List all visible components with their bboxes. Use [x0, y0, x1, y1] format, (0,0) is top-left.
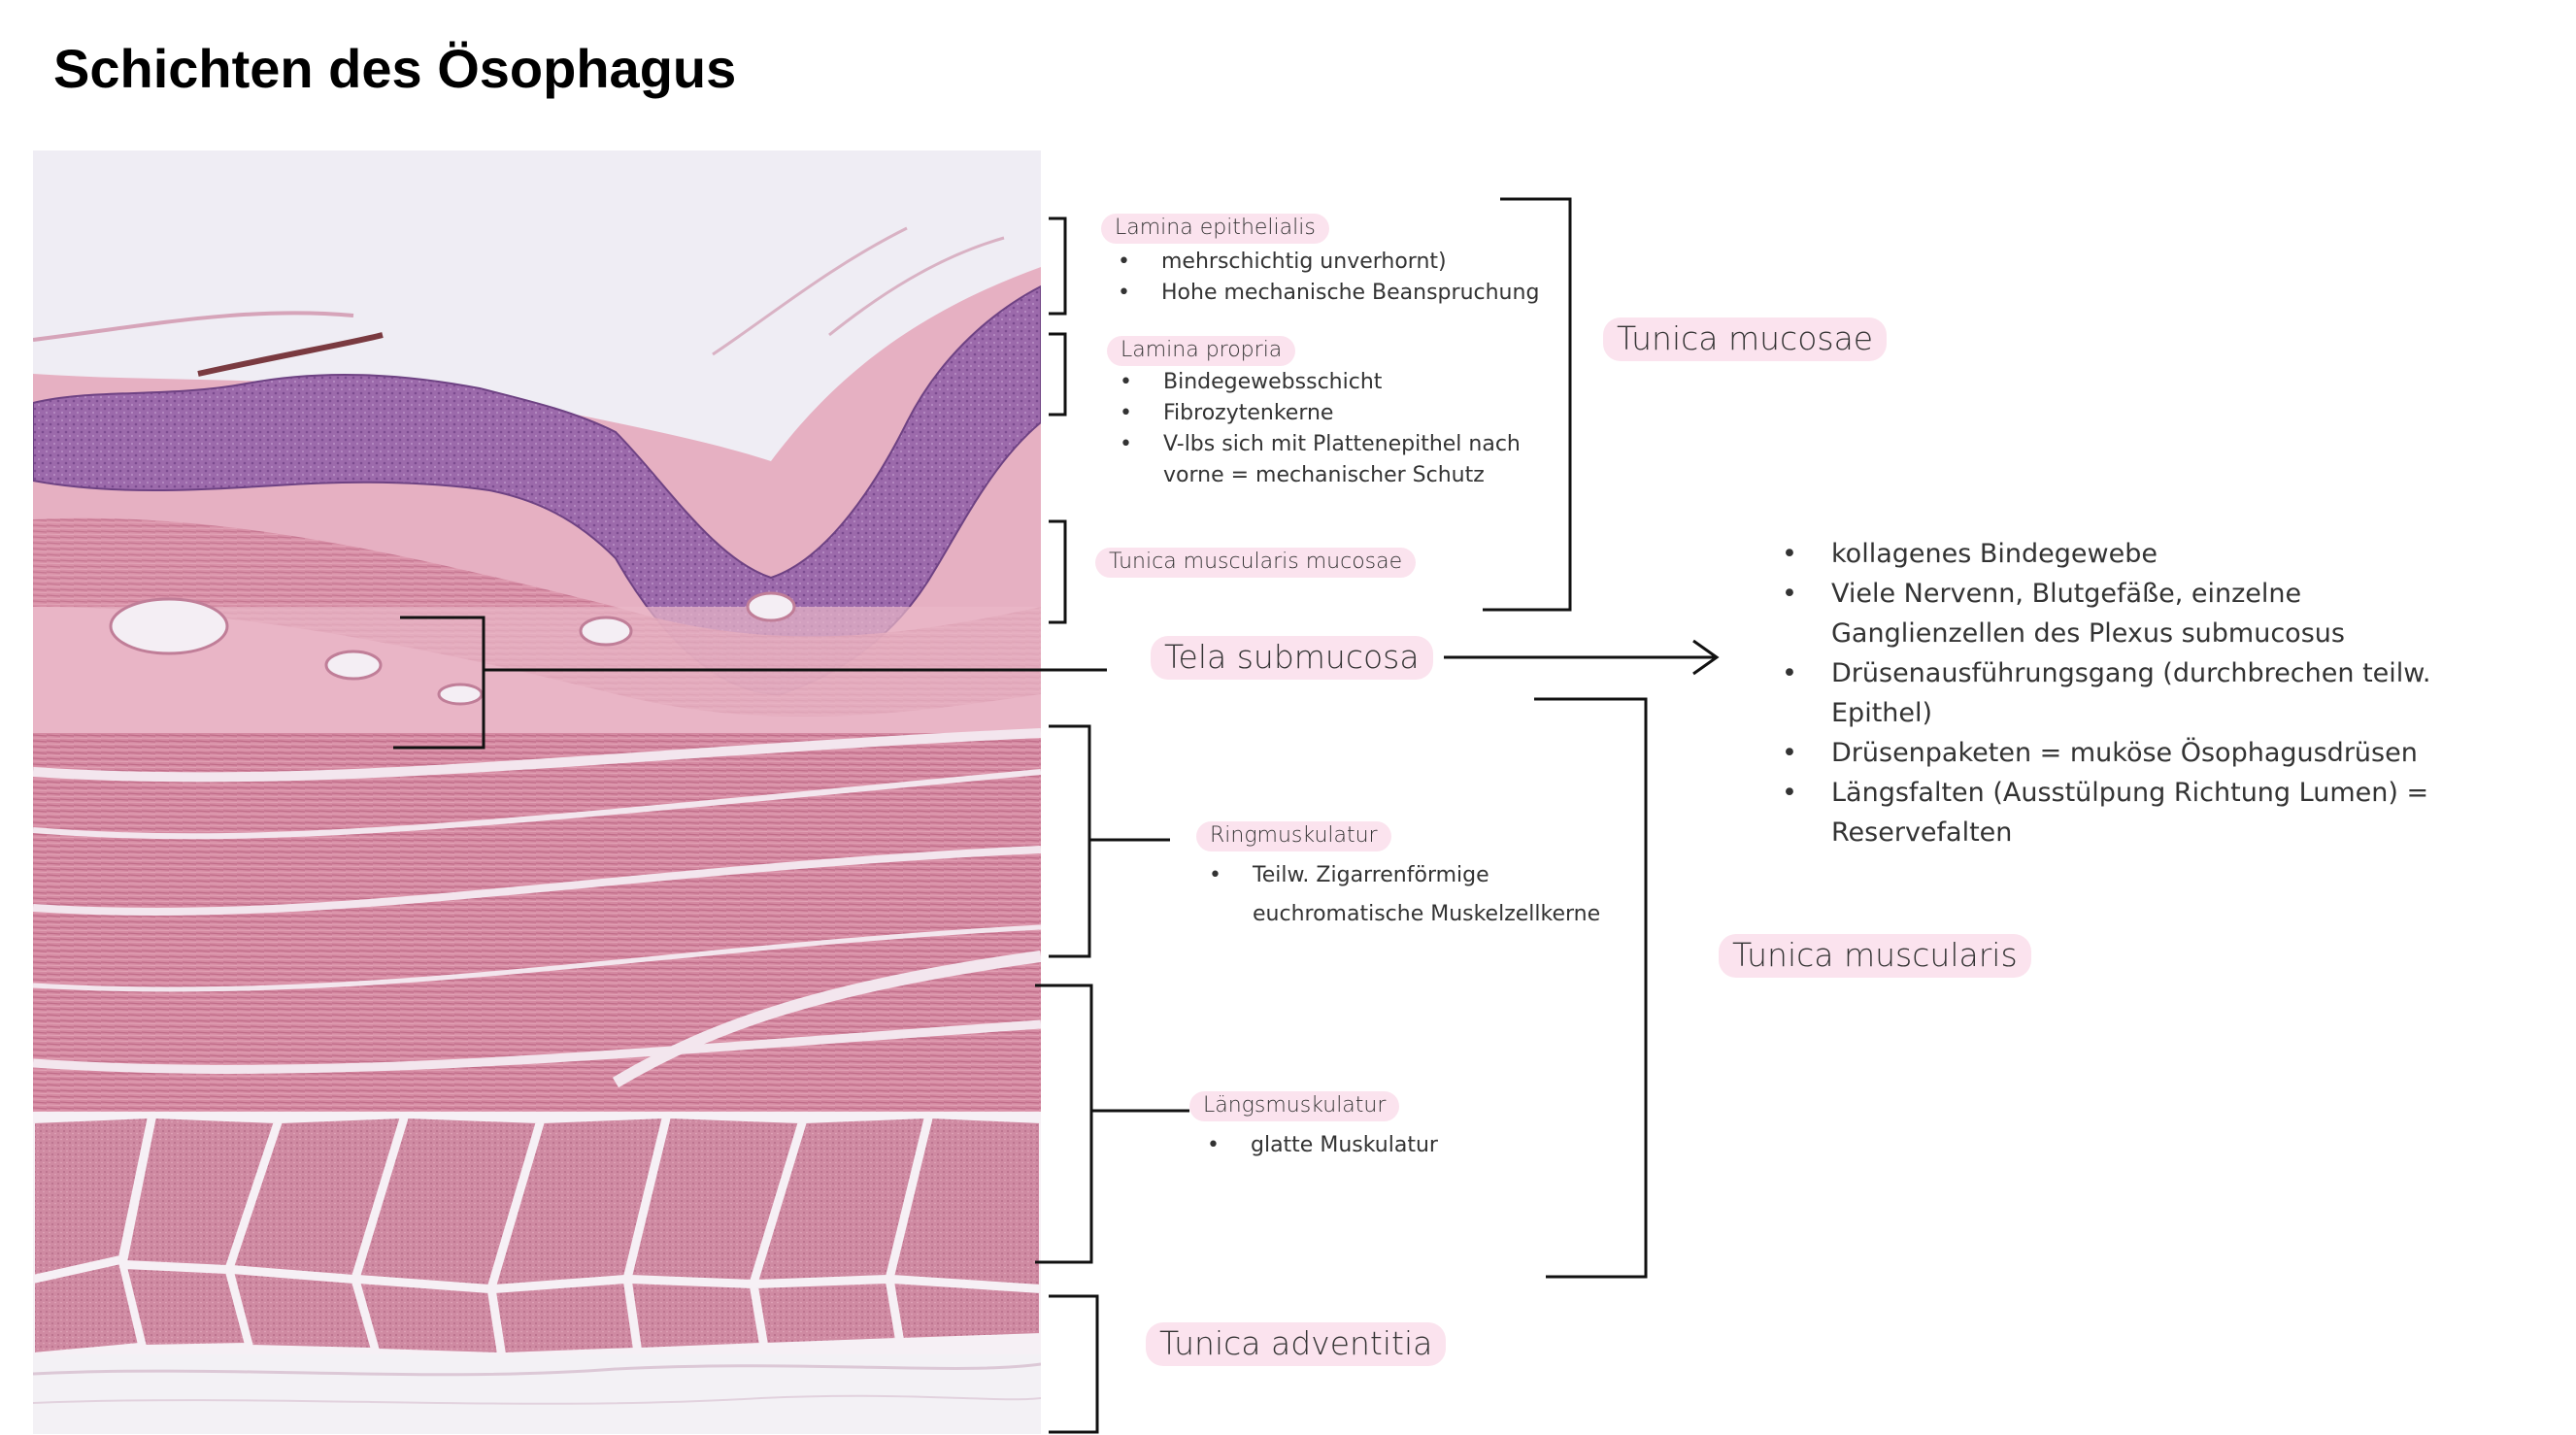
list-item: glatte Muskulatur	[1204, 1130, 1438, 1161]
micrograph-image	[33, 150, 1041, 1434]
list-item: Längsfalten (Ausstülpung Richtung Lumen)…	[1779, 773, 2459, 852]
tela-submucosa-list: kollagenes Bindegewebe Viele Nervenn, Bl…	[1779, 534, 2459, 852]
ringmuskulatur-list: Teilw. Zigarrenförmige euchromatische Mu…	[1206, 856, 1633, 934]
tunica-muscularis-label: Tunica muscularis	[1719, 934, 2031, 978]
lamina-propria-list: Bindegewebsschicht Fibrozytenkerne V-lbs…	[1117, 367, 1573, 491]
list-item: Bindegewebsschicht	[1117, 367, 1573, 398]
list-item: mehrschichtig unverhornt)	[1115, 247, 1539, 278]
tunica-adventitia-label: Tunica adventitia	[1146, 1322, 1447, 1366]
tunica-muscularis-mucosae-label: Tunica muscularis mucosae	[1095, 548, 1417, 578]
tunica-mucosae-label: Tunica mucosae	[1603, 317, 1888, 361]
laengsmuskulatur-list: glatte Muskulatur	[1204, 1130, 1438, 1161]
list-item: Fibrozytenkerne	[1117, 398, 1573, 429]
lamina-propria-label: Lamina propria	[1107, 336, 1296, 366]
page-title: Schichten des Ösophagus	[53, 38, 737, 99]
list-item: Hohe mechanische Beanspruchung	[1115, 278, 1539, 309]
list-item: V-lbs sich mit Plattenepithel nach vorne…	[1117, 429, 1573, 491]
list-item: kollagenes Bindegewebe	[1779, 534, 2459, 574]
ringmuskulatur-label: Ringmuskulatur	[1196, 821, 1391, 851]
list-item: Teilw. Zigarrenförmige euchromatische Mu…	[1206, 856, 1633, 934]
list-item: Drüsenausführungsgang (durchbrechen teil…	[1779, 653, 2459, 733]
lamina-epithelialis-list: mehrschichtig unverhornt) Hohe mechanisc…	[1115, 247, 1539, 309]
list-item: Viele Nervenn, Blutgefäße, einzelne Gang…	[1779, 574, 2459, 653]
tela-submucosa-label: Tela submucosa	[1151, 636, 1433, 680]
laengsmuskulatur-label: Längsmuskulatur	[1189, 1091, 1400, 1121]
list-item: Drüsenpaketen = muköse Ösophagusdrüsen	[1779, 733, 2459, 773]
lamina-epithelialis-label: Lamina epithelialis	[1101, 214, 1329, 244]
